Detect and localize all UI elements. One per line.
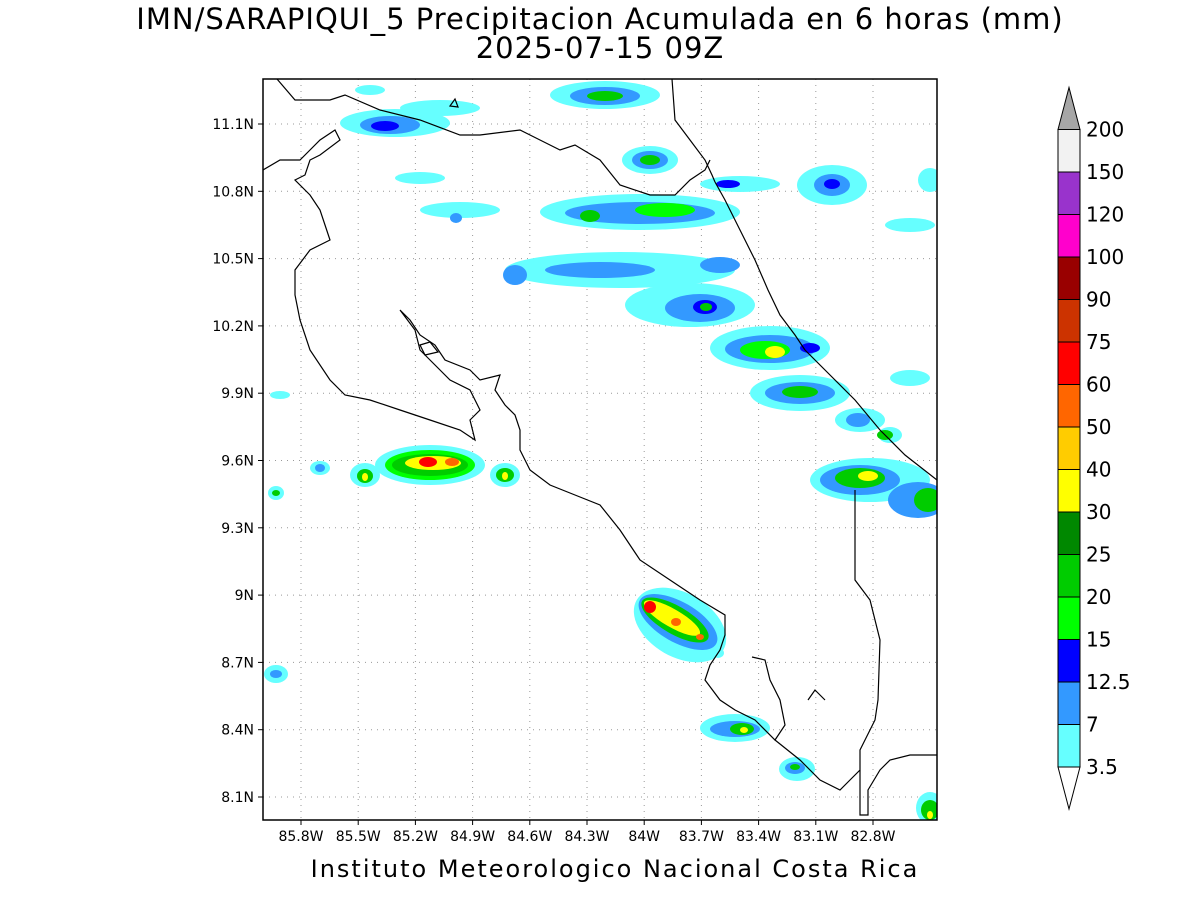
colorbar-box xyxy=(1057,129,1081,173)
lat-tick-label: 9.3N xyxy=(221,521,254,537)
colorbar-over-arrow xyxy=(1057,85,1081,130)
lat-tick-label: 9N xyxy=(235,588,254,604)
map-datetime: 2025-07-15 09Z xyxy=(475,31,725,65)
lon-tick-label: 85.5W xyxy=(336,829,381,845)
colorbar-level-label: 200 xyxy=(1086,118,1124,142)
lon-tick-label: 84.9W xyxy=(450,829,495,845)
colorbar-box xyxy=(1057,724,1081,768)
colorbar-box xyxy=(1057,171,1081,215)
colorbar-level-label: 50 xyxy=(1086,415,1111,439)
colorbar-level-label: 15 xyxy=(1086,628,1111,652)
colorbar-box xyxy=(1057,554,1081,598)
colorbar-level-label: 7 xyxy=(1086,713,1099,737)
lat-tick-label: 9.9N xyxy=(221,386,254,402)
lon-tick-label: 85.2W xyxy=(393,829,438,845)
lon-tick-label: 84.6W xyxy=(507,829,552,845)
colorbar-level-label: 150 xyxy=(1086,160,1124,184)
longitude-axis: 85.8W 85.5W 85.2W 84.9W 84.6W 84.3W 84W 83.7W 83… xyxy=(278,820,896,845)
precipitation-field xyxy=(264,81,937,820)
colorbar-level-label: 120 xyxy=(1086,203,1124,227)
lon-tick-label: 83.1W xyxy=(793,829,838,845)
colorbar: 3.5 7 12.5 15 20 25 30 40 50 60 75 90 100 120 150 200 xyxy=(1057,85,1131,811)
colorbar-box xyxy=(1057,639,1081,683)
lat-tick-label: 10.2N xyxy=(212,319,254,335)
lat-tick-label: 8.1N xyxy=(221,790,254,806)
lat-tick-label: 8.4N xyxy=(221,723,254,739)
colorbar-box xyxy=(1057,299,1081,343)
colorbar-under-arrow xyxy=(1057,766,1081,811)
coastline-and-borders xyxy=(263,79,937,816)
lon-tick-label: 83.7W xyxy=(679,829,724,845)
lon-tick-label: 85.8W xyxy=(278,829,323,845)
lat-tick-label: 11.1N xyxy=(212,117,254,133)
colorbar-level-label: 30 xyxy=(1086,500,1111,524)
lon-tick-label: 83.4W xyxy=(736,829,781,845)
colorbar-level-label: 100 xyxy=(1086,245,1124,269)
colorbar-box xyxy=(1057,256,1081,300)
colorbar-box xyxy=(1057,469,1081,513)
lon-tick-label: 82.8W xyxy=(850,829,895,845)
colorbar-level-label: 20 xyxy=(1086,585,1111,609)
footer-credit: Instituto Meteorologico Nacional Costa R… xyxy=(310,855,920,883)
colorbar-level-label: 60 xyxy=(1086,373,1111,397)
lat-tick-label: 10.5N xyxy=(212,252,254,268)
colorbar-level-label: 40 xyxy=(1086,458,1111,482)
lon-tick-label: 84.3W xyxy=(564,829,609,845)
colorbar-level-label: 3.5 xyxy=(1086,755,1118,779)
colorbar-box xyxy=(1057,426,1081,470)
latitude-axis: 11.1N 10.8N 10.5N 10.2N 9.9N 9.6N 9.3N 9N 8.7N 8.… xyxy=(212,117,263,806)
colorbar-level-label: 75 xyxy=(1086,330,1111,354)
map-title: IMN/SARAPIQUI_5 Precipitacion Acumulada … xyxy=(136,2,1064,36)
plot-frame xyxy=(262,78,938,821)
colorbar-box xyxy=(1057,214,1081,258)
lon-tick-label: 84W xyxy=(628,829,660,845)
colorbar-box xyxy=(1057,681,1081,725)
colorbar-box xyxy=(1057,596,1081,640)
lat-tick-label: 9.6N xyxy=(221,454,254,470)
colorbar-box xyxy=(1057,511,1081,555)
lat-tick-label: 10.8N xyxy=(212,184,254,200)
colorbar-box xyxy=(1057,384,1081,428)
colorbar-box xyxy=(1057,341,1081,385)
lat-tick-label: 8.7N xyxy=(221,655,254,671)
colorbar-level-label: 90 xyxy=(1086,288,1111,312)
colorbar-level-label: 25 xyxy=(1086,543,1111,567)
colorbar-level-label: 12.5 xyxy=(1086,670,1131,694)
